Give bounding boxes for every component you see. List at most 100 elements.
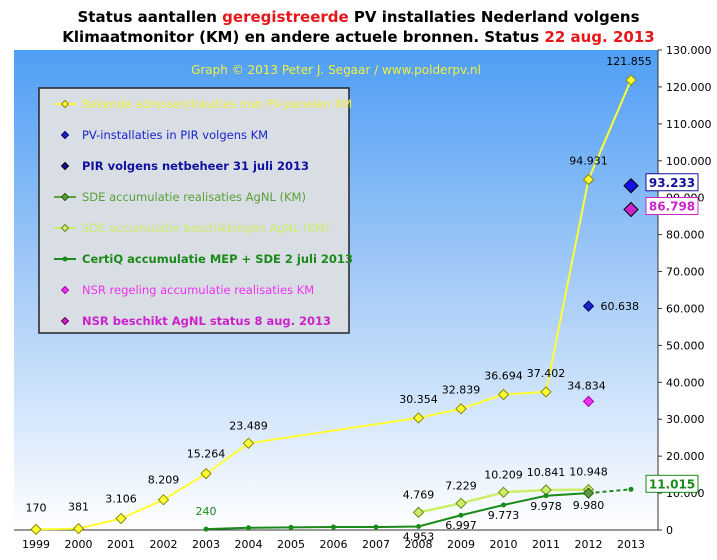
y-tick-label: 50.000 <box>666 339 705 352</box>
series-line-bekende-adressen <box>35 79 632 531</box>
x-tick-label: 2012 <box>575 538 603 551</box>
data-label-pir-netbeheer-box <box>645 173 699 192</box>
marker-sde-realisaties <box>582 487 595 499</box>
data-label-sde-beschikkingen: 10.948 <box>569 466 608 479</box>
marker-certiq <box>203 526 209 532</box>
data-label-bekende-adressen: 121.855 <box>606 55 652 68</box>
series-markers <box>30 74 639 536</box>
marker-pir-netbeheer <box>623 178 639 194</box>
data-label-bekende-adressen: 36.694 <box>484 370 523 383</box>
x-tick-label: 2008 <box>405 538 433 551</box>
data-label-bekende-adressen: 170 <box>26 501 47 514</box>
marker-bekende-adressen <box>625 74 637 86</box>
data-label-sde-beschikkingen: 4.769 <box>403 488 435 501</box>
data-label-certiq: 240 <box>196 505 217 518</box>
legend-label: CertiQ accumulatie MEP + SDE 2 juli 2013 <box>82 252 353 266</box>
data-label-pir-km: 60.638 <box>601 300 640 313</box>
legend-swatch-marker <box>62 256 68 262</box>
marker-bekende-adressen <box>497 388 510 401</box>
marker-certiq <box>458 512 464 518</box>
marker-bekende-adressen <box>242 437 255 449</box>
title-date: 22 aug. 2013 <box>544 28 655 46</box>
data-label-bekende-adressen: 30.354 <box>399 393 438 406</box>
marker-bekende-adressen <box>157 493 170 506</box>
data-label-sde-beschikkingen: 10.209 <box>484 468 523 481</box>
title-highlight: geregistreerde <box>222 8 349 26</box>
title-text: Status aantallen <box>77 8 223 26</box>
marker-certiq <box>501 502 506 508</box>
y-tick-label: 60.000 <box>666 302 705 315</box>
marker-bekende-adressen <box>540 386 552 398</box>
y-tick-label: 80.000 <box>666 229 705 242</box>
marker-certiq <box>331 524 336 530</box>
legend-swatch-marker <box>60 223 70 233</box>
data-label-sde-beschikkingen: 7.229 <box>445 479 477 492</box>
legend-item: CertiQ accumulatie MEP + SDE 2 juli 2013 <box>54 252 353 266</box>
y-tick-label: 40.000 <box>666 376 705 389</box>
legend-item: NSR beschikt AgNL status 8 aug. 2013 <box>60 314 331 328</box>
data-label-sde-beschikkingen: 10.841 <box>527 466 566 479</box>
data-label-certiq-final-text: 11.015 <box>649 477 695 491</box>
data-labels: 170 381 3.106 8.209 15.264 23.489 30.354 32.839… <box>26 55 699 543</box>
legend-item: Bekende adressen/lokaties met PV-panelen… <box>54 97 352 111</box>
marker-certiq <box>543 493 549 499</box>
axes: 010.00020.00030.00040.00050.00060.00070.… <box>14 44 712 551</box>
legend-item: NSR regeling accumulatie realisaties KM <box>60 283 314 297</box>
series-line-certiq <box>205 492 589 531</box>
marker-certiq <box>628 486 634 492</box>
data-label-bekende-adressen: 32.839 <box>442 384 481 397</box>
x-tick-label: 2013 <box>617 538 645 551</box>
data-label-certiq: 9.978 <box>530 500 562 513</box>
legend-swatch-marker <box>60 192 70 202</box>
chart-credit: Graph © 2013 Peter J. Segaar / www.polde… <box>191 63 481 77</box>
marker-bekende-adressen <box>115 512 127 525</box>
x-tick-label: 2007 <box>362 538 390 551</box>
x-tick-label: 1999 <box>22 538 50 551</box>
legend-label: SDE accumulatie beschikkingen AgNL (KM) <box>82 221 330 235</box>
data-label-nsr-beschikt-box <box>645 197 699 216</box>
marker-nsr-beschikt <box>623 201 639 218</box>
legend-swatch-marker <box>60 316 70 326</box>
legend-swatch-marker <box>60 99 70 109</box>
data-label-certiq: 9.773 <box>488 509 520 522</box>
marker-bekende-adressen <box>582 173 595 186</box>
marker-bekende-adressen <box>200 467 212 480</box>
legend-label: NSR regeling accumulatie realisaties KM <box>82 283 314 297</box>
marker-certiq <box>246 525 251 531</box>
data-label-bekende-adressen: 381 <box>68 501 89 514</box>
y-tick-label: 110.000 <box>666 118 712 131</box>
data-label-bekende-adressen: 15.264 <box>187 448 226 461</box>
marker-nsr-realisaties <box>582 395 595 408</box>
x-tick-label: 2009 <box>447 538 475 551</box>
legend-item: PV-installaties in PIR volgens KM <box>60 128 268 142</box>
legend-label: Bekende adressen/lokaties met PV-panelen… <box>82 97 352 111</box>
data-label-bekende-adressen: 3.106 <box>105 493 137 506</box>
y-tick-label: 120.000 <box>666 81 712 94</box>
x-tick-label: 2003 <box>192 538 220 551</box>
legend-label: NSR beschikt AgNL status 8 aug. 2013 <box>82 314 331 328</box>
legend-item: SDE accumulatie realisaties AgNL (KM) <box>54 190 306 204</box>
x-tick-label: 2011 <box>532 538 560 551</box>
data-label-sde-realisaties: 9.980 <box>573 499 605 512</box>
chart-title-line2: Klimaatmonitor (KM) en andere actuele br… <box>0 28 717 46</box>
legend-swatch-marker <box>60 130 70 140</box>
data-label-pir-netbeheer: 93.233 <box>645 173 699 192</box>
legend-swatch-marker <box>60 285 70 295</box>
marker-certiq <box>288 524 294 530</box>
data-label-certiq: 6.997 <box>445 519 477 532</box>
legend-label: PIR volgens netbeheer 31 juli 2013 <box>82 159 309 173</box>
x-tick-label: 2005 <box>277 538 305 551</box>
marker-pir-km <box>582 300 595 312</box>
legend-swatch-marker <box>60 161 70 171</box>
data-label-nsr-beschikt-text: 86.798 <box>649 200 695 214</box>
data-label-certiq-final: 11.015 <box>645 474 699 493</box>
marker-certiq <box>416 523 421 529</box>
data-label-bekende-adressen: 37.402 <box>527 367 566 380</box>
series-lines <box>35 79 632 531</box>
data-label-bekende-adressen: 23.489 <box>229 419 268 432</box>
x-tick-label: 2000 <box>65 538 93 551</box>
marker-bekende-adressen <box>30 523 42 536</box>
marker-sde-beschikkingen <box>497 486 510 499</box>
